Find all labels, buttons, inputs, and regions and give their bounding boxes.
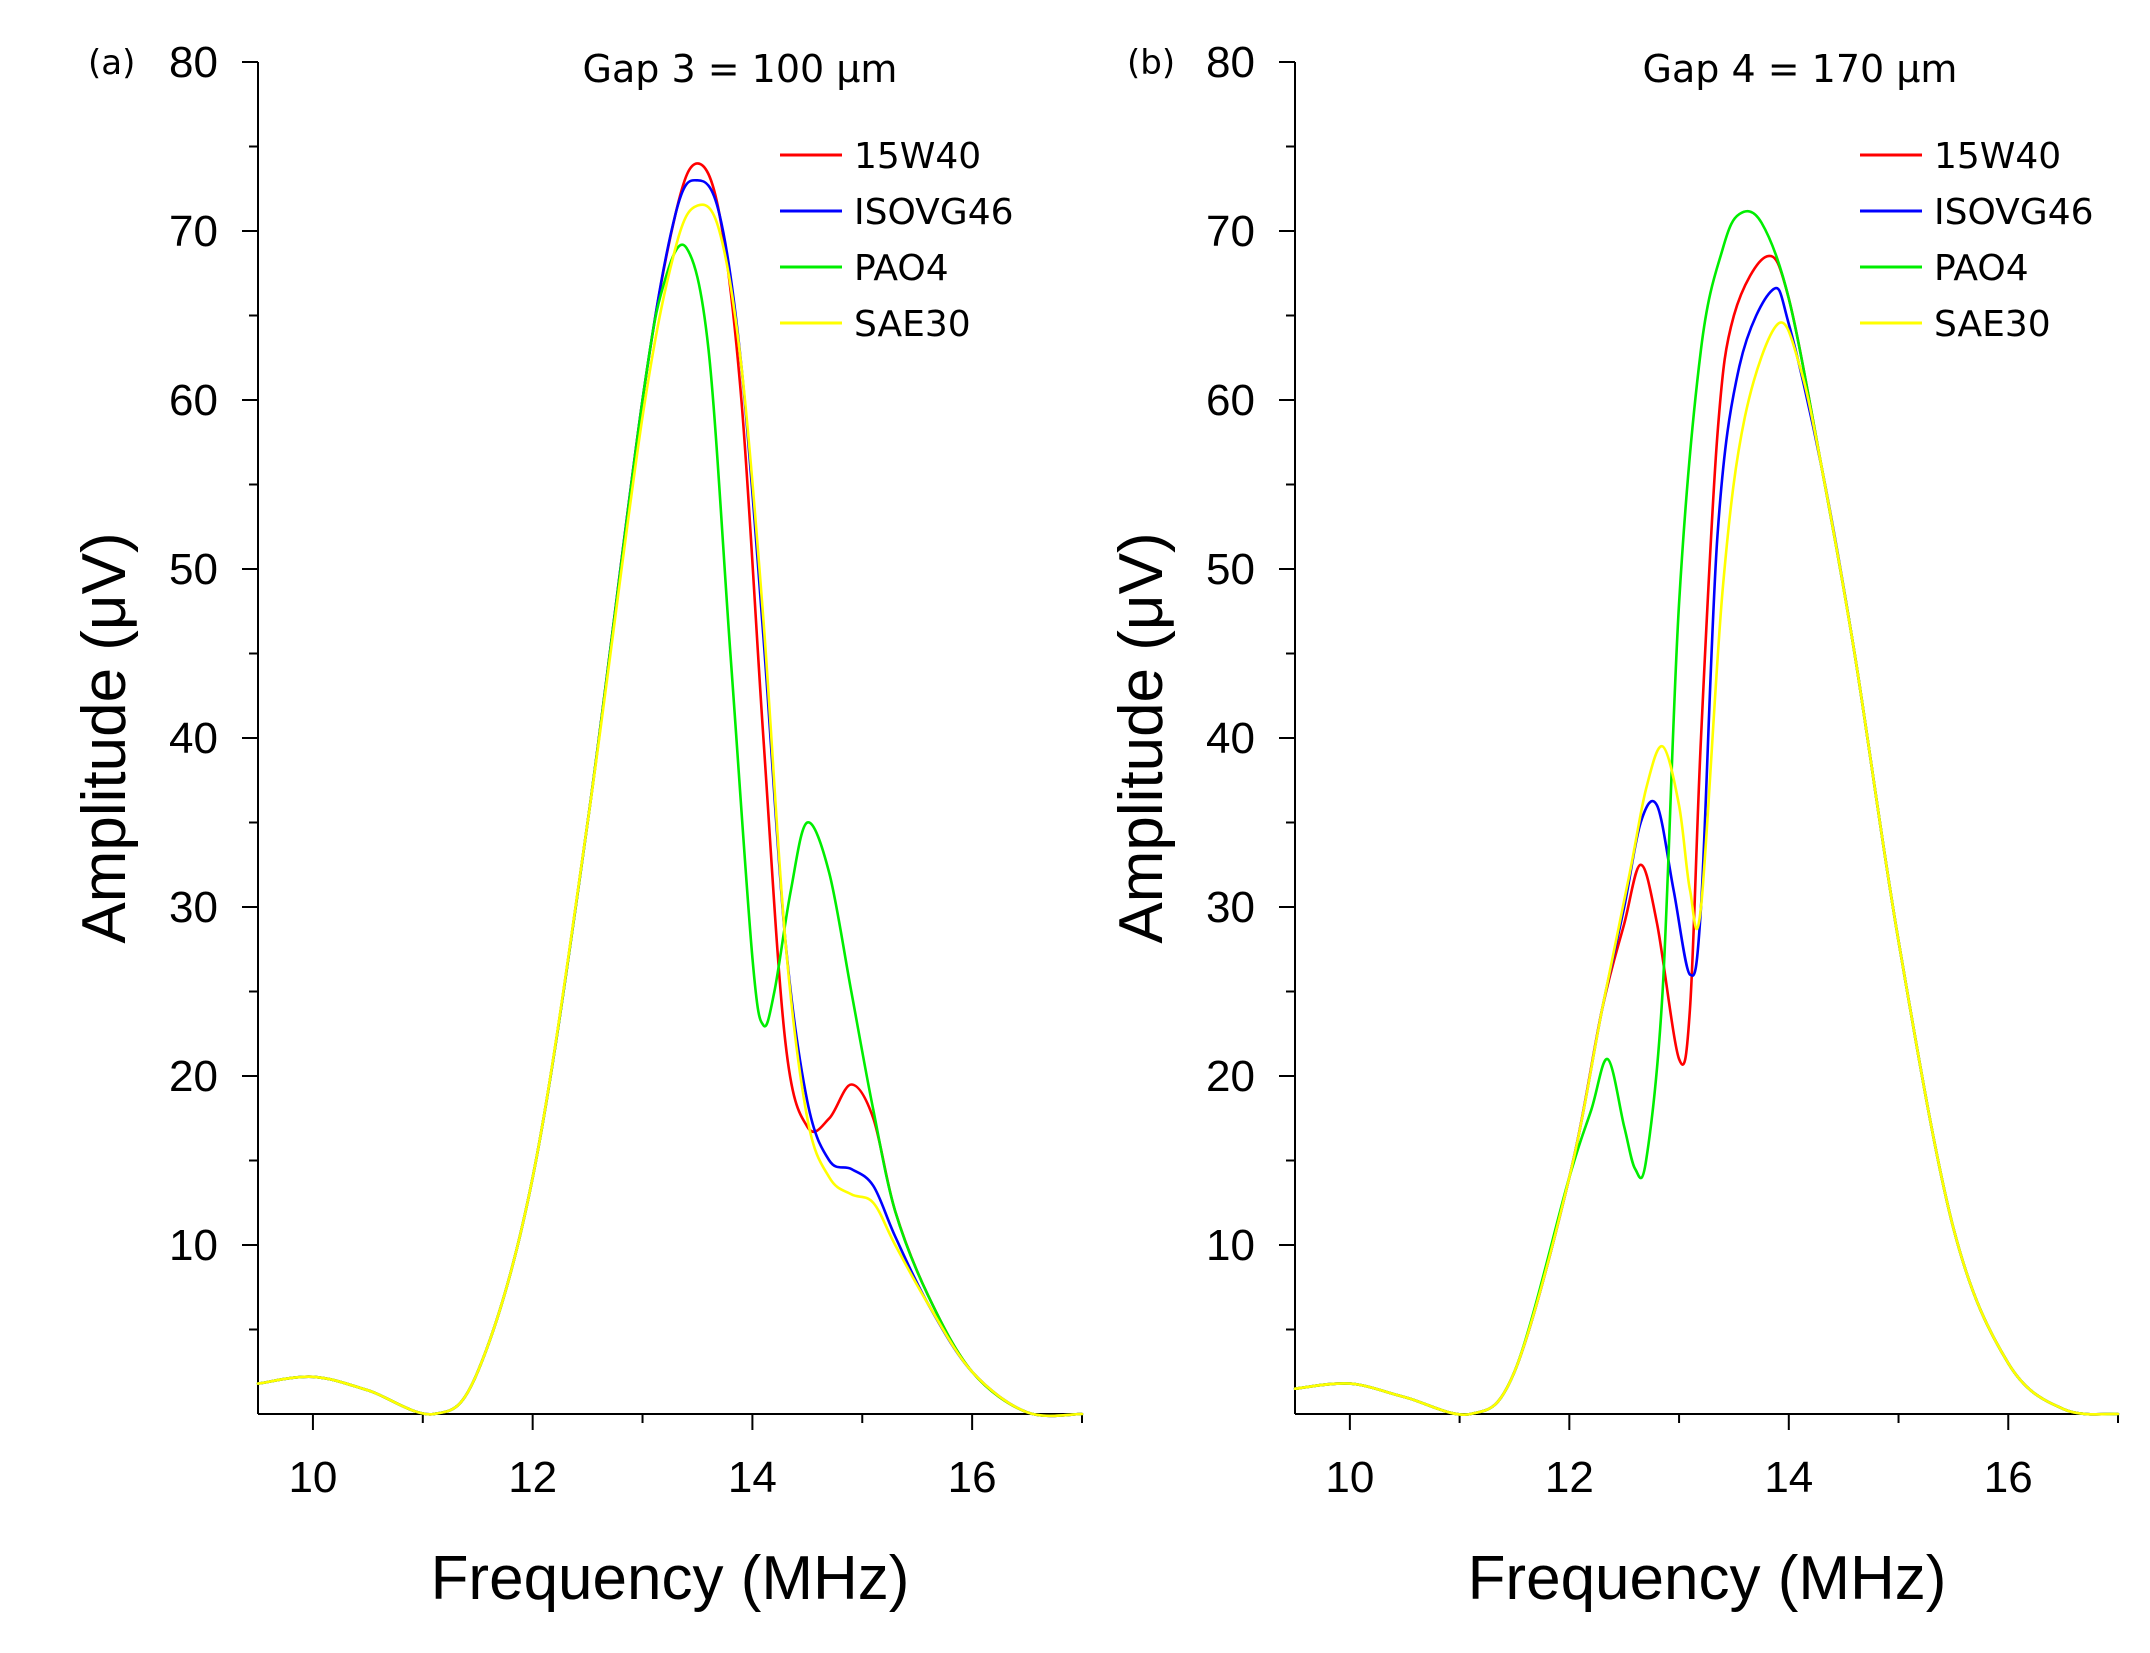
y-tick-label: 80 bbox=[1206, 38, 1255, 87]
series-line-15w40 bbox=[256, 162, 1084, 1418]
legend: 15W40 ISOVG46 PAO4 SAE30 bbox=[1860, 136, 2094, 345]
y-axis-title: Amplitude (μV) bbox=[70, 532, 139, 943]
legend: 15W40 ISOVG46 PAO4 SAE30 bbox=[780, 136, 1014, 345]
y-tick-label: 10 bbox=[169, 1221, 218, 1270]
y-axis-title: Amplitude (μV) bbox=[1107, 532, 1176, 943]
y-tick-label: 10 bbox=[1206, 1221, 1255, 1270]
chart-panel-b: 10 20 30 40 50 60 70 80 10 12 14 16 Frequency (MHz) A… bbox=[1107, 38, 2120, 1613]
legend-label-isovg46: ISOVG46 bbox=[1934, 192, 2094, 233]
legend-label-isovg46: ISOVG46 bbox=[854, 192, 1014, 233]
x-tick-label: 10 bbox=[288, 1453, 337, 1502]
y-tick-label: 70 bbox=[1206, 207, 1255, 256]
x-axis-title: Frequency (MHz) bbox=[431, 1544, 910, 1613]
chart-panel-a: 10 20 30 40 50 60 70 80 10 12 14 16 Frequency (MHz) A… bbox=[70, 38, 1084, 1613]
legend-label-sae30: SAE30 bbox=[854, 304, 971, 345]
panel-label: (b) bbox=[1127, 43, 1175, 83]
chart-title: Gap 4 = 170 μm bbox=[1643, 47, 1958, 91]
y-tick-label: 70 bbox=[169, 207, 218, 256]
x-tick-label: 12 bbox=[508, 1453, 557, 1502]
y-tick-label: 30 bbox=[1206, 883, 1255, 932]
x-axis-title: Frequency (MHz) bbox=[1468, 1544, 1947, 1613]
panel-label: (a) bbox=[88, 43, 135, 83]
y-tick-label: 40 bbox=[169, 714, 218, 763]
y-tick-label: 60 bbox=[169, 376, 218, 425]
y-tick-label: 50 bbox=[169, 545, 218, 594]
legend-label-pao4: PAO4 bbox=[854, 248, 949, 289]
y-tick-label: 30 bbox=[169, 883, 218, 932]
series-line-sae30 bbox=[256, 203, 1084, 1418]
x-tick-label: 16 bbox=[948, 1453, 997, 1502]
y-tick-label: 20 bbox=[1206, 1052, 1255, 1101]
chart-title: Gap 3 = 100 μm bbox=[583, 47, 898, 91]
series-line-isovg46 bbox=[256, 178, 1084, 1418]
series-line-sae30 bbox=[1293, 321, 2120, 1416]
x-tick-label: 12 bbox=[1545, 1453, 1594, 1502]
y-tick-label: 20 bbox=[169, 1052, 218, 1101]
y-tick-label: 60 bbox=[1206, 376, 1255, 425]
legend-label-15w40: 15W40 bbox=[854, 136, 981, 177]
legend-label-pao4: PAO4 bbox=[1934, 248, 2029, 289]
x-tick-label: 14 bbox=[728, 1453, 777, 1502]
legend-label-sae30: SAE30 bbox=[1934, 304, 2051, 345]
x-tick-label: 16 bbox=[1984, 1453, 2033, 1502]
series-line-pao4 bbox=[256, 243, 1084, 1418]
y-tick-label: 80 bbox=[169, 38, 218, 87]
y-tick-label: 40 bbox=[1206, 714, 1255, 763]
legend-label-15w40: 15W40 bbox=[1934, 136, 2061, 177]
x-tick-label: 10 bbox=[1325, 1453, 1374, 1502]
x-tick-label: 14 bbox=[1764, 1453, 1813, 1502]
y-tick-label: 50 bbox=[1206, 545, 1255, 594]
